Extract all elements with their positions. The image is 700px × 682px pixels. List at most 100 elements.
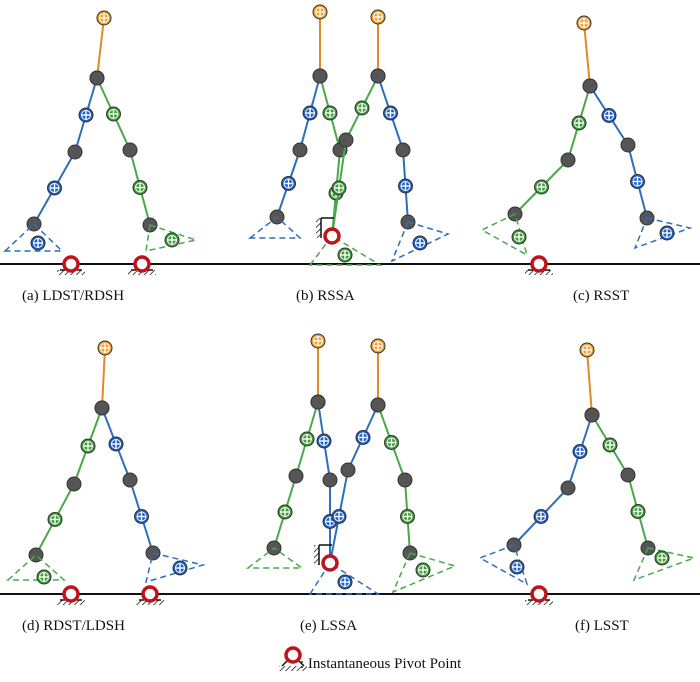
e-swing-leg-com-marker bbox=[384, 435, 399, 450]
b-next-stance-leg-com-marker bbox=[331, 180, 347, 196]
a-right-leg-joint bbox=[89, 70, 105, 86]
e-back-foot bbox=[245, 547, 305, 569]
caption-e: (e) LSSA bbox=[300, 618, 357, 634]
d-right-leg-com-marker bbox=[134, 509, 149, 524]
b-stance-leg-joint bbox=[312, 68, 328, 84]
d-right-foot-com bbox=[172, 560, 188, 576]
f-stance-leg-joint bbox=[560, 480, 576, 496]
e-back-leg-com-marker bbox=[299, 431, 315, 447]
a-right-leg-joint bbox=[122, 142, 138, 158]
b-stance-foot bbox=[308, 235, 383, 266]
caption-a: (a) LDST/RDSH bbox=[22, 288, 124, 304]
torso-com-marker bbox=[312, 4, 328, 20]
torso-com-marker bbox=[97, 340, 113, 356]
c-swing-leg-joint bbox=[620, 137, 636, 153]
e-back-leg-joint bbox=[288, 468, 304, 484]
a-left-foot-com bbox=[30, 235, 46, 251]
caption-f: (f) LSST bbox=[575, 618, 629, 634]
c-pivot bbox=[525, 255, 553, 275]
c-stance-leg-joint bbox=[560, 152, 576, 168]
f-swing-foot bbox=[632, 547, 697, 582]
b-swing-leg-com-marker bbox=[383, 105, 398, 121]
b-stance-leg-com-marker bbox=[322, 105, 338, 121]
e-swing-foot-com bbox=[415, 562, 431, 578]
b-back-foot bbox=[247, 216, 302, 239]
e-stance-foot bbox=[308, 561, 381, 595]
d-left-leg-com-marker bbox=[47, 512, 63, 527]
torso-com-marker bbox=[370, 9, 386, 25]
e-swing-leg-com-marker bbox=[400, 509, 415, 524]
e-next-stance-leg-com-marker bbox=[331, 509, 347, 524]
d-pivot-left bbox=[57, 585, 85, 605]
torso-com-marker bbox=[370, 338, 386, 354]
c-stance-foot bbox=[480, 212, 529, 257]
c-swing-foot-com bbox=[659, 225, 675, 241]
torso-segment bbox=[583, 22, 591, 87]
torso-com-marker bbox=[579, 342, 595, 358]
f-swing-leg-com-marker bbox=[630, 504, 646, 519]
torso-com-marker bbox=[96, 10, 112, 26]
legend-pivot-glyph bbox=[279, 646, 307, 671]
c-swing-leg-com-marker bbox=[630, 174, 645, 189]
a-right-leg-com-marker bbox=[106, 106, 121, 122]
caption-d: (d) RDST/LDSH bbox=[22, 618, 125, 634]
caption-b: (b) RSSA bbox=[296, 288, 355, 304]
torso-com-marker bbox=[310, 333, 326, 349]
d-right-leg-joint bbox=[94, 400, 110, 416]
a-left-leg-joint bbox=[67, 144, 83, 160]
b-next-stance-leg-joint bbox=[338, 132, 354, 148]
e-swing-leg-joint bbox=[397, 472, 413, 488]
e-stance-leg-joint bbox=[322, 472, 338, 488]
d-left-foot-com bbox=[36, 569, 52, 585]
d-pivot-right bbox=[136, 585, 164, 605]
d-right-foot bbox=[144, 552, 206, 584]
e-pivot-wall bbox=[314, 544, 339, 572]
b-pivot-wall bbox=[316, 217, 341, 245]
torso-segment bbox=[586, 349, 593, 416]
a-pivot-right bbox=[128, 255, 156, 275]
f-stance-foot-com bbox=[509, 559, 525, 575]
e-back-leg-com-marker bbox=[277, 504, 293, 520]
b-swing-foot-com bbox=[412, 235, 428, 251]
e-stance-leg-joint bbox=[310, 394, 326, 410]
b-swing-leg-joint bbox=[370, 68, 386, 84]
f-stance-leg-com-marker bbox=[572, 444, 588, 459]
c-swing-leg-com-marker bbox=[601, 108, 617, 123]
torso-segment bbox=[96, 17, 105, 79]
d-left-leg-com-marker bbox=[80, 438, 96, 454]
c-stance-leg-com-marker bbox=[534, 179, 549, 195]
b-back-leg-com-marker bbox=[281, 176, 296, 191]
b-next-stance-leg-com-marker bbox=[354, 100, 370, 116]
d-right-leg-com-marker bbox=[108, 436, 124, 452]
legend-label: : Instantaneous Pivot Point bbox=[300, 656, 462, 672]
c-stance-foot-com bbox=[511, 229, 527, 245]
a-right-leg-com-marker bbox=[132, 180, 148, 195]
e-swing-leg-joint bbox=[370, 397, 386, 413]
f-swing-foot-com bbox=[654, 550, 670, 566]
e-swing-foot bbox=[391, 552, 458, 594]
a-left-leg-com-marker bbox=[47, 180, 62, 196]
e-stance-leg-com-marker bbox=[316, 433, 332, 449]
b-swing-leg-com-marker bbox=[398, 178, 413, 194]
d-left-leg-joint bbox=[66, 476, 82, 492]
torso-segment bbox=[101, 347, 106, 409]
b-stance-foot-com bbox=[337, 247, 353, 263]
c-stance-leg-com-marker bbox=[571, 115, 587, 131]
a-left-leg-com-marker bbox=[78, 107, 94, 123]
b-back-leg-com-marker bbox=[302, 105, 318, 121]
f-swing-leg-com-marker bbox=[602, 437, 618, 453]
f-swing-leg-joint bbox=[620, 467, 636, 483]
d-left-foot bbox=[6, 553, 66, 581]
pivot-point-icon bbox=[279, 646, 307, 671]
d-right-leg-joint bbox=[122, 472, 138, 488]
a-pivot-left bbox=[57, 255, 85, 275]
b-swing-leg-joint bbox=[395, 142, 411, 158]
figures-layer bbox=[3, 4, 697, 605]
c-swing-leg-joint bbox=[582, 78, 598, 94]
a-right-foot-com bbox=[164, 232, 180, 248]
f-pivot bbox=[525, 585, 553, 605]
torso-com-marker bbox=[576, 15, 592, 31]
b-back-leg-joint bbox=[292, 142, 308, 158]
caption-c: (c) RSST bbox=[573, 288, 629, 304]
